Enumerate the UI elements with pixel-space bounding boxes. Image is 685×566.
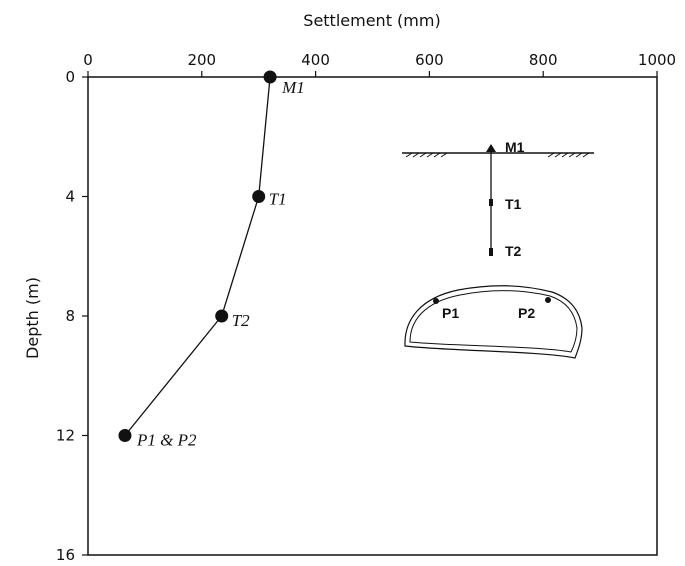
y-tick-label: 4 [65, 188, 75, 206]
marker-t1 [489, 199, 493, 206]
data-point [118, 429, 132, 442]
schematic-label-p2: P2 [518, 305, 535, 321]
axis-ticks: 0 200 400 600 800 1000 0 4 8 12 16 [56, 51, 676, 564]
data-point-label: P1 & P2 [136, 431, 197, 450]
ground-hatch-left [405, 152, 448, 158]
y-tick-label: 12 [56, 427, 75, 445]
y-tick-label: 16 [56, 546, 75, 564]
x-tick-label: 800 [529, 51, 558, 69]
data-point [263, 70, 277, 84]
data-point [252, 190, 266, 203]
schematic-label-p1: P1 [442, 305, 459, 321]
x-tick-label: 200 [187, 51, 216, 69]
ground-hatch-right [547, 152, 590, 158]
x-tick-label: 0 [83, 51, 93, 69]
x-tick-label: 600 [415, 51, 444, 69]
x-axis-title: Settlement (mm) [303, 11, 440, 30]
series-line [124, 76, 271, 436]
data-point-label: T1 [269, 190, 287, 209]
schematic-label-m1: M1 [505, 139, 525, 155]
y-tick-label: 8 [65, 307, 75, 325]
series-layer: M1 T1 T2 P1 & P2 [118, 70, 305, 450]
marker-t2 [489, 248, 493, 256]
x-tick-label: 400 [301, 51, 330, 69]
marker-p1 [433, 298, 439, 304]
marker-p2 [545, 297, 551, 303]
tunnel-outer-lining [404, 285, 583, 359]
tunnel-schematic: M1 T1 T2 P1 P2 [402, 139, 594, 359]
y-tick-label: 0 [65, 68, 75, 86]
plot-frame [87, 76, 658, 556]
data-point-label: M1 [281, 78, 305, 97]
surface-marker-m1 [486, 144, 496, 152]
x-tick-label: 1000 [638, 51, 676, 69]
data-point [215, 309, 229, 323]
schematic-label-t2: T2 [505, 243, 522, 259]
tunnel-inner-lining [409, 290, 578, 353]
schematic-label-t1: T1 [505, 196, 522, 212]
y-axis-title: Depth (m) [23, 277, 42, 359]
data-point-label: T2 [232, 311, 250, 330]
